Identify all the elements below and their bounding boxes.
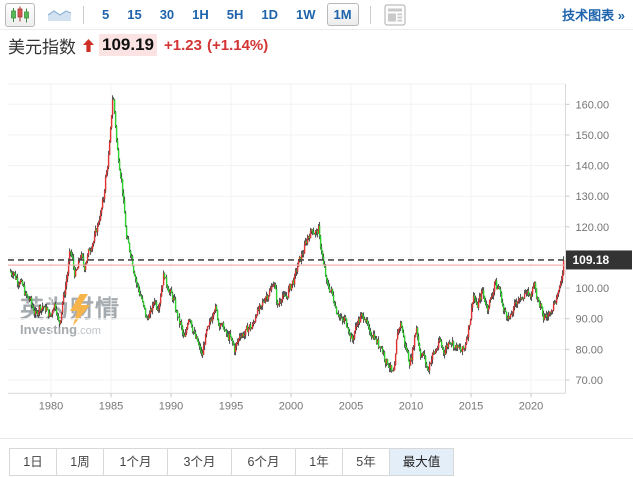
range-button-5[interactable]: 6个月 xyxy=(231,448,296,476)
gridlines xyxy=(8,84,566,394)
svg-text:1980: 1980 xyxy=(39,400,63,412)
last-price-badge: 109.18 xyxy=(566,250,632,270)
svg-text:80.00: 80.00 xyxy=(576,344,604,356)
chart-area: 英为财情 Investing.com 160.00 150.00 140.00 130… xyxy=(0,75,633,420)
axes xyxy=(8,83,566,394)
range-button-1[interactable]: 1日 xyxy=(9,448,57,476)
price-lines xyxy=(8,259,566,266)
svg-text:120.00: 120.00 xyxy=(576,222,610,234)
range-button-4[interactable]: 3个月 xyxy=(167,448,232,476)
interval-button-1M[interactable]: 1M xyxy=(326,3,359,26)
svg-text:2020: 2020 xyxy=(519,400,543,412)
interval-button-1H[interactable]: 1H xyxy=(185,3,216,26)
bottom-divider xyxy=(0,438,633,439)
interval-button-30[interactable]: 30 xyxy=(153,3,181,26)
svg-text:2010: 2010 xyxy=(399,400,423,412)
area-chart-icon xyxy=(48,9,72,21)
technical-chart-link[interactable]: 技术图表 » xyxy=(562,8,625,23)
interval-button-5H[interactable]: 5H xyxy=(220,3,251,26)
candlestick-icon xyxy=(11,6,29,22)
candles-layer xyxy=(9,95,565,375)
svg-text:1990: 1990 xyxy=(159,400,183,412)
price-change: +1.23 xyxy=(164,36,202,54)
watermark-domain-text: Investing.com xyxy=(20,322,101,338)
interval-button-15[interactable]: 15 xyxy=(120,3,148,26)
price-axis: 160.00 150.00 140.00 130.00 120.00 100.00 90.0… xyxy=(565,99,610,387)
time-axis: 1980 1985 1990 1995 2000 2005 2010 2015 2020 xyxy=(39,393,543,412)
svg-text:90.00: 90.00 xyxy=(576,314,604,326)
svg-text:140.00: 140.00 xyxy=(576,161,610,173)
svg-text:160.00: 160.00 xyxy=(576,99,610,111)
instrument-name: 美元指数 xyxy=(8,37,76,57)
range-button-2[interactable]: 1周 xyxy=(56,448,104,476)
range-button-3[interactable]: 1个月 xyxy=(103,448,168,476)
range-button-group: 1日 1周 1个月 3个月 6个月 1年 5年 最大值 xyxy=(9,448,454,476)
interval-button-1W[interactable]: 1W xyxy=(289,3,323,26)
area-chart-type-button[interactable] xyxy=(48,8,72,22)
news-layout-icon xyxy=(384,4,406,25)
interval-button-group: 5 15 30 1H 5H 1D 1W 1M xyxy=(95,3,359,26)
interval-button-5[interactable]: 5 xyxy=(95,3,116,26)
svg-text:1985: 1985 xyxy=(99,400,123,412)
quote-header: 美元指数 109.19 +1.23 (+1.14%) xyxy=(0,31,273,59)
svg-text:150.00: 150.00 xyxy=(576,130,610,142)
toolbar-divider xyxy=(369,5,371,24)
svg-text:1995: 1995 xyxy=(219,400,243,412)
svg-text:70.00: 70.00 xyxy=(576,375,604,387)
svg-text:100.00: 100.00 xyxy=(576,283,610,295)
range-button-6[interactable]: 1年 xyxy=(295,448,343,476)
svg-text:2005: 2005 xyxy=(339,400,363,412)
candlestick-chart-type-button[interactable] xyxy=(5,2,35,27)
range-button-7[interactable]: 5年 xyxy=(342,448,390,476)
candlestick-chart[interactable]: 160.00 150.00 140.00 130.00 120.00 100.00 90.0… xyxy=(0,75,633,420)
range-button-8[interactable]: 最大值 xyxy=(389,448,454,476)
watermark: 英为财情 Investing.com xyxy=(20,294,120,338)
svg-text:2015: 2015 xyxy=(459,400,483,412)
price-up-arrow-icon xyxy=(83,38,94,52)
price-change-percent: (+1.14%) xyxy=(206,36,269,54)
news-view-button[interactable] xyxy=(384,4,406,26)
svg-text:109.18: 109.18 xyxy=(573,253,610,267)
chart-toolbar: 5 15 30 1H 5H 1D 1W 1M 技术图表 » xyxy=(0,0,633,30)
last-price-value: 109.19 xyxy=(99,34,157,56)
svg-text:130.00: 130.00 xyxy=(576,191,610,203)
svg-text:2000: 2000 xyxy=(279,400,303,412)
interval-button-1D[interactable]: 1D xyxy=(254,3,285,26)
lightning-bolt-icon xyxy=(70,294,90,326)
toolbar-divider xyxy=(83,5,84,24)
